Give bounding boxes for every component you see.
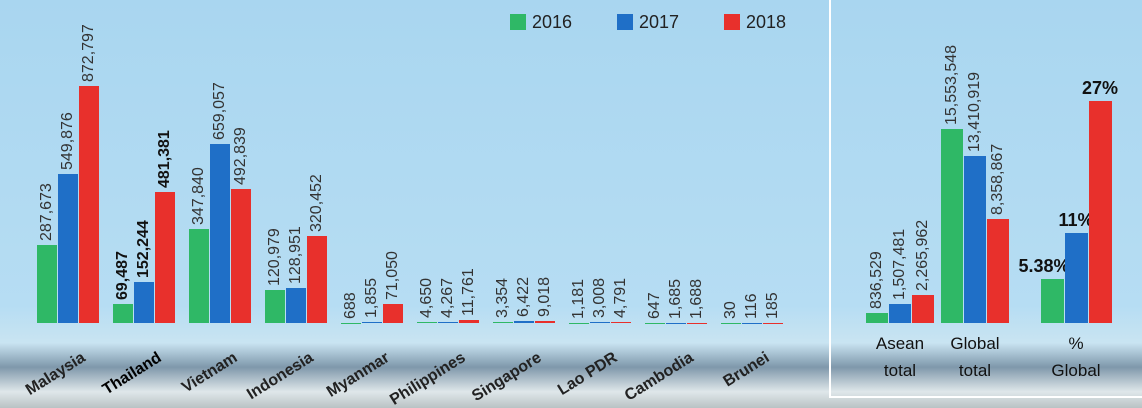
x-tick-label: Philippines	[387, 349, 469, 408]
legend-label: 2017	[639, 12, 680, 32]
bar	[37, 244, 57, 323]
bar	[645, 322, 665, 324]
x-tick-label: Singapore	[469, 349, 545, 406]
bar	[493, 322, 513, 324]
x-tick-label: Global total	[950, 334, 1000, 381]
bar	[113, 304, 133, 323]
bar	[964, 155, 986, 323]
bar	[362, 322, 382, 324]
data-label: 549,876	[59, 111, 76, 170]
data-label: 3,008	[591, 278, 608, 319]
x-tick-label: Myanmar	[323, 349, 393, 401]
data-label: 152,244	[135, 219, 152, 278]
legend-swatch	[724, 14, 740, 30]
bar	[417, 321, 437, 323]
bar	[866, 312, 888, 323]
data-label: 1,181	[570, 278, 587, 319]
data-label: 836,529	[868, 250, 885, 309]
x-tick-label: Asean total	[875, 334, 925, 381]
data-label: 2,265,962	[914, 219, 931, 291]
bar	[569, 322, 589, 324]
bar	[611, 321, 631, 323]
bar	[721, 322, 741, 324]
bar	[459, 319, 479, 323]
bar	[535, 320, 555, 323]
data-label: 287,673	[38, 183, 55, 241]
x-tick-label: Malaysia	[22, 349, 89, 399]
data-label: 15,553,548	[943, 44, 960, 125]
bar	[763, 322, 783, 324]
bar	[58, 173, 78, 323]
data-label: 6,422	[515, 277, 532, 318]
data-label: 688	[342, 292, 359, 319]
data-label: 9,018	[536, 276, 553, 317]
data-label: 27%	[1081, 78, 1119, 98]
data-label: 347,840	[190, 166, 207, 225]
data-label: 872,797	[80, 24, 97, 82]
data-label: 13,410,919	[966, 71, 983, 152]
bar	[265, 290, 285, 323]
x-tick-label: Brunei	[720, 349, 773, 391]
bar	[1088, 101, 1112, 323]
bar	[210, 144, 230, 323]
data-label: 3,354	[494, 278, 511, 319]
legend-label: 2018	[746, 12, 787, 32]
data-label: 1,688	[688, 278, 705, 319]
bar	[889, 304, 911, 323]
bar	[912, 294, 934, 323]
data-label: 69,487	[114, 251, 131, 301]
x-tick-label: Indonesia	[244, 349, 317, 404]
bar	[231, 189, 251, 323]
data-label: 8,358,867	[989, 143, 1006, 215]
data-label: 11,761	[460, 268, 477, 316]
bar	[1064, 232, 1088, 323]
data-label: 185	[764, 292, 781, 319]
data-label: 4,267	[439, 277, 456, 318]
bar	[286, 287, 306, 323]
data-label: 1,507,481	[891, 229, 908, 301]
bar	[307, 235, 327, 323]
data-label: 116	[743, 293, 760, 319]
data-label: 1,685	[667, 278, 684, 319]
bar	[189, 228, 209, 323]
data-label: 492,839	[232, 127, 249, 186]
bar	[514, 321, 534, 323]
bar	[987, 218, 1009, 323]
data-label: 120,979	[266, 228, 283, 287]
bar	[341, 322, 361, 324]
x-tick-label: Cambodia	[621, 349, 697, 405]
data-label: 647	[646, 292, 663, 319]
bar	[590, 322, 610, 324]
bar	[155, 192, 175, 323]
panel-frame	[829, 0, 1142, 398]
data-label: 4,791	[612, 277, 629, 318]
x-tick-label: Vietnam	[178, 349, 241, 397]
data-label: 30	[722, 301, 739, 319]
data-label: 659,057	[211, 82, 228, 141]
bar	[742, 322, 762, 324]
data-label: 4,650	[418, 277, 435, 318]
data-label: 128,951	[287, 226, 304, 284]
data-label: 5.38%	[1018, 255, 1070, 276]
bar	[383, 303, 403, 323]
bar	[941, 129, 963, 323]
bar	[79, 86, 99, 323]
bar	[438, 321, 458, 323]
x-tick-label: % Global	[1051, 334, 1101, 381]
legend-swatch	[617, 14, 633, 30]
data-label: 481,381	[156, 130, 173, 189]
data-label: 11%	[1058, 209, 1094, 230]
data-label: 71,050	[384, 250, 401, 300]
legend-label: 2016	[532, 12, 573, 32]
data-label: 320,452	[308, 174, 325, 232]
bar	[1040, 278, 1064, 323]
bar	[666, 322, 686, 324]
x-tick-label: Lao PDR	[554, 349, 621, 399]
x-tick-label: Thailand	[99, 349, 165, 399]
data-label: 1,855	[363, 278, 380, 319]
bar	[134, 281, 154, 323]
bar	[687, 322, 707, 324]
legend-swatch	[510, 14, 526, 30]
